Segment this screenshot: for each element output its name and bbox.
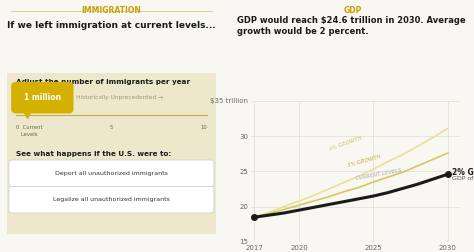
FancyBboxPatch shape	[11, 82, 73, 113]
Text: Deport all unauthorized immigrants: Deport all unauthorized immigrants	[55, 171, 168, 176]
FancyBboxPatch shape	[9, 186, 214, 213]
Text: GDP would reach $24.6 trillion in 2030. Average
growth would be 2 percent.: GDP would reach $24.6 trillion in 2030. …	[237, 16, 465, 37]
Text: See what happens if the U.S. were to:: See what happens if the U.S. were to:	[16, 151, 171, 157]
Text: 1 million: 1 million	[24, 93, 61, 102]
Text: Legalize all unauthorized immigrants: Legalize all unauthorized immigrants	[53, 197, 170, 202]
Text: If we left immigration at current levels...: If we left immigration at current levels…	[7, 21, 215, 30]
Text: GDP of $24.6T: GDP of $24.6T	[452, 176, 474, 181]
Text: CURRENT LEVELS: CURRENT LEVELS	[356, 168, 402, 181]
Text: 4% GROWTH: 4% GROWTH	[328, 135, 363, 152]
Text: GDP: GDP	[344, 6, 362, 15]
Text: 3% GROWTH: 3% GROWTH	[346, 154, 381, 168]
Text: 0  Current: 0 Current	[16, 125, 42, 130]
Text: 2% GROWTH: 2% GROWTH	[452, 168, 474, 177]
Text: 10: 10	[201, 125, 207, 130]
FancyBboxPatch shape	[7, 73, 216, 234]
Text: Adjust the number of immigrants per year: Adjust the number of immigrants per year	[16, 79, 190, 85]
FancyBboxPatch shape	[9, 160, 214, 186]
Text: Levels: Levels	[16, 132, 37, 137]
Text: 5: 5	[109, 125, 113, 130]
Text: IMMIGRATION: IMMIGRATION	[82, 6, 141, 15]
Text: Historically Unprecedented →: Historically Unprecedented →	[76, 95, 163, 100]
